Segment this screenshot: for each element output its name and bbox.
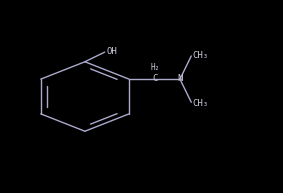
Text: H₂: H₂ — [151, 63, 160, 72]
Text: CH₃: CH₃ — [193, 51, 209, 59]
Text: C: C — [152, 74, 158, 83]
Text: N: N — [178, 74, 183, 83]
Text: CH₃: CH₃ — [193, 99, 209, 108]
Text: OH: OH — [106, 47, 117, 56]
